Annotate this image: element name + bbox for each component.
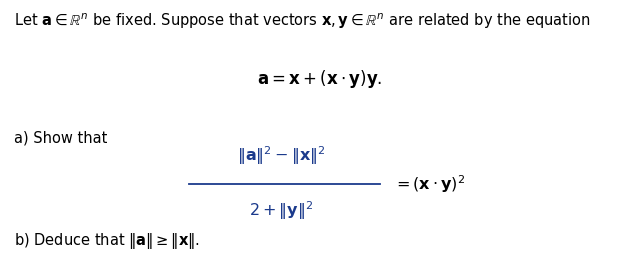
Text: $2 + \|\mathbf{y}\|^2$: $2 + \|\mathbf{y}\|^2$ [249,200,313,222]
Text: b) Deduce that $\|\mathbf{a}\| \geq \|\mathbf{x}\|$.: b) Deduce that $\|\mathbf{a}\| \geq \|\m… [14,231,200,251]
Text: $\|\mathbf{a}\|^2 - \|\mathbf{x}\|^2$: $\|\mathbf{a}\|^2 - \|\mathbf{x}\|^2$ [237,144,325,167]
Text: $= (\mathbf{x} \cdot \mathbf{y})^2$: $= (\mathbf{x} \cdot \mathbf{y})^2$ [393,173,465,195]
Text: Let $\mathbf{a} \in \mathbb{R}^n$ be fixed. Suppose that vectors $\mathbf{x}, \m: Let $\mathbf{a} \in \mathbb{R}^n$ be fix… [14,12,590,31]
Text: $\mathbf{a} = \mathbf{x} + (\mathbf{x} \cdot \mathbf{y})\mathbf{y}.$: $\mathbf{a} = \mathbf{x} + (\mathbf{x} \… [257,68,382,90]
Text: a) Show that: a) Show that [14,130,107,145]
